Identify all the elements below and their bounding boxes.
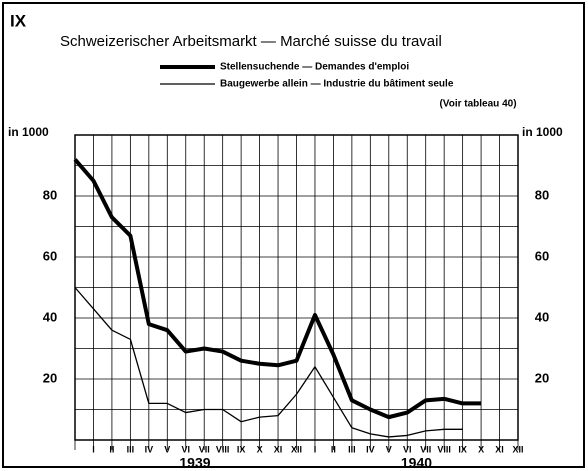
x-tick-label: VI	[181, 444, 190, 454]
legend-label: Baugewerbe allein — Industrie du bâtimen…	[220, 79, 454, 90]
series-line	[74, 287, 463, 438]
y-unit-label: in 1000	[8, 125, 49, 139]
x-tick-label: II	[109, 444, 114, 454]
y2-tick-label: 40	[535, 309, 549, 324]
year-label: 1939	[179, 455, 210, 471]
x-tick-label: IX	[237, 444, 246, 454]
y-tick-label: 80	[43, 187, 57, 202]
x-tick-label: XII	[512, 444, 523, 454]
x-tick-label: IV	[145, 444, 154, 454]
x-tick-label: II	[331, 444, 336, 454]
year-label: 1940	[401, 455, 432, 471]
panel-label: IX	[10, 11, 27, 30]
x-tick-label: XII	[291, 444, 302, 454]
y-tick-label: 40	[43, 309, 57, 324]
y2-tick-label: 20	[535, 370, 549, 385]
note: (Voir tableau 40)	[439, 99, 516, 110]
x-tick-label: VIII	[437, 444, 451, 454]
x-tick-label: XI	[495, 444, 504, 454]
series-line	[73, 158, 482, 420]
x-tick-label: I	[314, 444, 317, 454]
y2-tick-label: 80	[535, 187, 549, 202]
x-tick-label: VII	[199, 444, 210, 454]
x-tick-label: III	[348, 444, 356, 454]
x-tick-label: V	[164, 444, 170, 454]
legend-label: Stellensuchende — Demandes d'emploi	[220, 62, 409, 73]
x-tick-label: IX	[458, 444, 467, 454]
x-tick-label: X	[478, 444, 484, 454]
x-tick-label: V	[386, 444, 392, 454]
x-tick-label: III	[127, 444, 135, 454]
y2-tick-label: 60	[535, 248, 549, 263]
x-tick-label: X	[257, 444, 263, 454]
x-tick-label: VI	[403, 444, 412, 454]
x-tick-label: VII	[420, 444, 431, 454]
chart-title: Schweizerischer Arbeitsmarkt — Marché su…	[60, 33, 442, 50]
x-tick-label: VIII	[216, 444, 230, 454]
y-tick-label: 60	[43, 248, 57, 263]
x-tick-label: I	[92, 444, 95, 454]
y-tick-label: 20	[43, 370, 57, 385]
x-tick-label: IV	[366, 444, 375, 454]
y2-unit-label: in 1000	[522, 125, 563, 139]
x-tick-label: XI	[274, 444, 283, 454]
